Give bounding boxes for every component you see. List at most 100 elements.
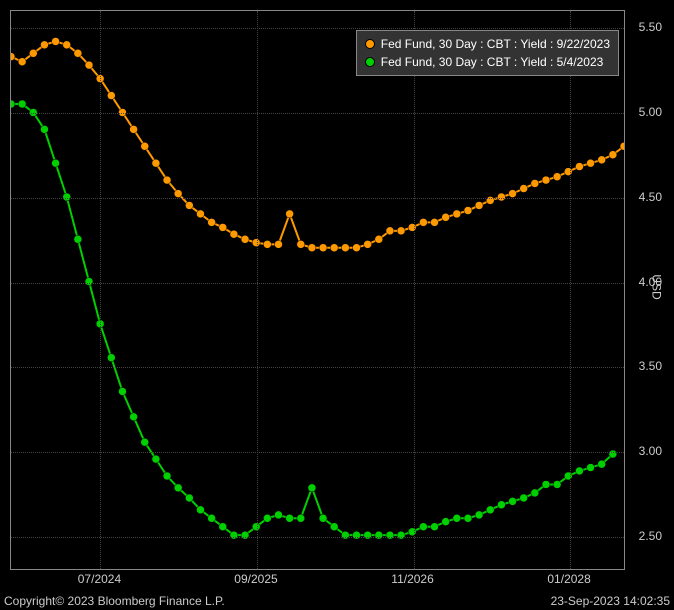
series-marker bbox=[520, 494, 528, 502]
series-marker bbox=[85, 61, 93, 69]
series-marker bbox=[341, 244, 349, 252]
series-marker bbox=[118, 387, 126, 395]
series-marker bbox=[542, 176, 550, 184]
series-marker bbox=[163, 176, 171, 184]
series-marker bbox=[598, 460, 606, 468]
x-tick-label: 01/2028 bbox=[547, 572, 590, 586]
series-marker bbox=[431, 218, 439, 226]
series-marker bbox=[29, 49, 37, 57]
y-tick-label: 3.50 bbox=[639, 359, 662, 373]
legend-marker bbox=[365, 39, 375, 49]
series-marker bbox=[18, 100, 26, 108]
y-tick-label: 2.50 bbox=[639, 529, 662, 543]
series-marker bbox=[431, 523, 439, 531]
series-marker bbox=[219, 223, 227, 231]
series-marker bbox=[308, 244, 316, 252]
series-marker bbox=[141, 142, 149, 150]
series-marker bbox=[442, 213, 450, 221]
series-marker bbox=[152, 455, 160, 463]
series-marker bbox=[386, 227, 394, 235]
series-marker bbox=[319, 244, 327, 252]
chart-container: USD Fed Fund, 30 Day : CBT : Yield : 9/2… bbox=[0, 0, 674, 610]
series-marker bbox=[375, 235, 383, 243]
series-marker bbox=[174, 190, 182, 198]
plot-area bbox=[10, 10, 625, 570]
series-marker bbox=[40, 125, 48, 133]
series-marker bbox=[520, 185, 528, 193]
gridline-h bbox=[11, 452, 624, 453]
series-marker bbox=[241, 235, 249, 243]
series-marker bbox=[531, 489, 539, 497]
series-marker bbox=[509, 497, 517, 505]
copyright-text: Copyright© 2023 Bloomberg Finance L.P. bbox=[4, 594, 225, 608]
series-marker bbox=[553, 173, 561, 181]
gridline-h bbox=[11, 113, 624, 114]
gridline-h bbox=[11, 367, 624, 368]
series-marker bbox=[330, 244, 338, 252]
series-marker bbox=[453, 210, 461, 218]
series-marker bbox=[475, 511, 483, 519]
series-marker bbox=[263, 240, 271, 248]
series-marker bbox=[63, 41, 71, 49]
plot-svg bbox=[11, 11, 624, 569]
series-marker bbox=[219, 523, 227, 531]
series-marker bbox=[196, 210, 204, 218]
series-marker bbox=[11, 53, 15, 61]
series-marker bbox=[297, 514, 305, 522]
series-marker bbox=[163, 472, 171, 480]
series-marker bbox=[286, 514, 294, 522]
series-marker bbox=[297, 240, 305, 248]
series-marker bbox=[130, 125, 138, 133]
series-marker bbox=[475, 201, 483, 209]
series-marker bbox=[575, 163, 583, 171]
series-marker bbox=[208, 218, 216, 226]
legend-label: Fed Fund, 30 Day : CBT : Yield : 5/4/202… bbox=[381, 53, 604, 71]
gridline-h bbox=[11, 537, 624, 538]
series-marker bbox=[185, 201, 193, 209]
series-marker bbox=[141, 438, 149, 446]
series-marker bbox=[353, 244, 361, 252]
series-marker bbox=[275, 240, 283, 248]
series-marker bbox=[486, 506, 494, 514]
series-marker bbox=[174, 484, 182, 492]
series-marker bbox=[497, 501, 505, 509]
legend-item: Fed Fund, 30 Day : CBT : Yield : 9/22/20… bbox=[365, 35, 610, 53]
series-marker bbox=[397, 227, 405, 235]
series-marker bbox=[152, 159, 160, 167]
series-marker bbox=[11, 100, 15, 108]
series-marker bbox=[185, 494, 193, 502]
legend-item: Fed Fund, 30 Day : CBT : Yield : 5/4/202… bbox=[365, 53, 610, 71]
series-marker bbox=[553, 480, 561, 488]
series-marker bbox=[107, 92, 115, 100]
y-tick-label: 3.00 bbox=[639, 444, 662, 458]
y-tick-label: 4.50 bbox=[639, 190, 662, 204]
series-marker bbox=[575, 467, 583, 475]
series-marker bbox=[18, 58, 26, 66]
legend-marker bbox=[365, 57, 375, 67]
y-tick-label: 5.00 bbox=[639, 105, 662, 119]
series-marker bbox=[453, 514, 461, 522]
gridline-h bbox=[11, 283, 624, 284]
series-marker bbox=[308, 484, 316, 492]
series-marker bbox=[52, 159, 60, 167]
series-marker bbox=[598, 156, 606, 164]
series-marker bbox=[408, 528, 416, 536]
series-marker bbox=[531, 179, 539, 187]
series-marker bbox=[286, 210, 294, 218]
series-marker bbox=[208, 514, 216, 522]
x-tick-label: 07/2024 bbox=[78, 572, 121, 586]
series-marker bbox=[40, 41, 48, 49]
series-marker bbox=[230, 230, 238, 238]
series-marker bbox=[130, 413, 138, 421]
x-tick-label: 11/2026 bbox=[391, 572, 434, 586]
series-marker bbox=[419, 523, 427, 531]
series-marker bbox=[587, 464, 595, 472]
gridline-v bbox=[257, 11, 258, 569]
timestamp-text: 23-Sep-2023 14:02:35 bbox=[551, 594, 670, 608]
footer: Copyright© 2023 Bloomberg Finance L.P. 2… bbox=[4, 594, 670, 608]
series-marker bbox=[364, 240, 372, 248]
series-marker bbox=[464, 514, 472, 522]
series-marker bbox=[609, 151, 617, 159]
series-marker bbox=[419, 218, 427, 226]
series-marker bbox=[196, 506, 204, 514]
